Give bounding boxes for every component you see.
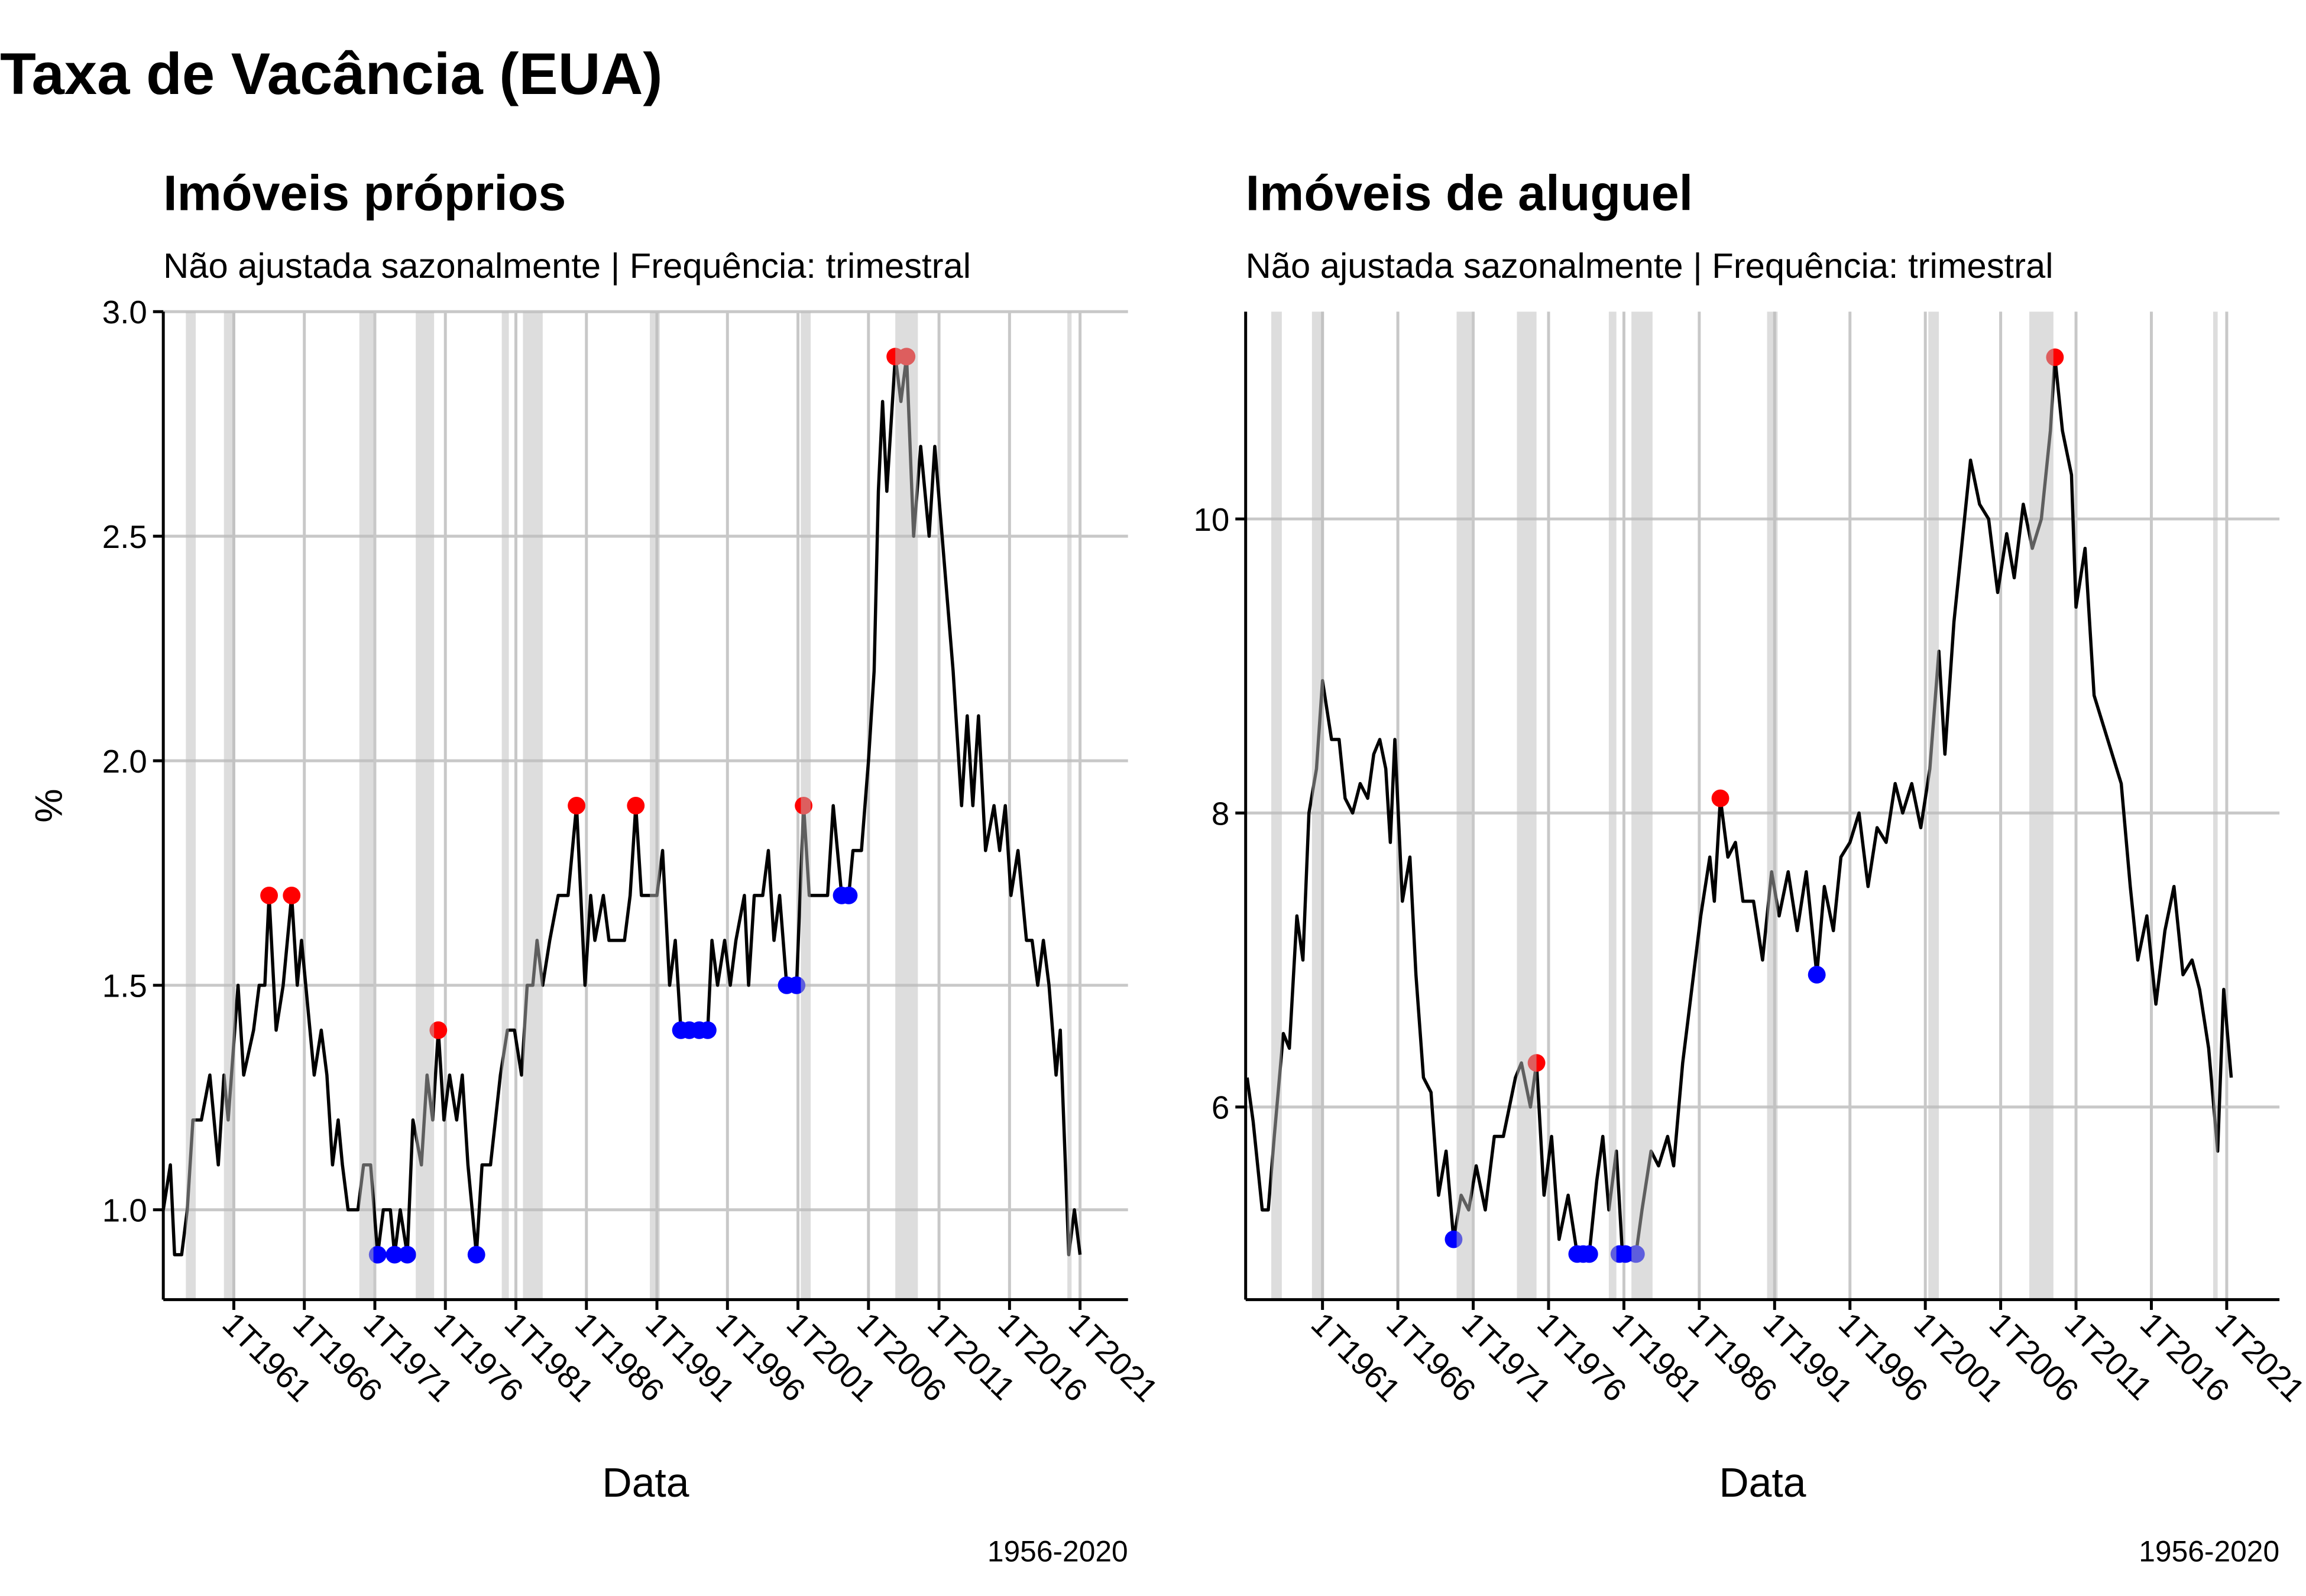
- trough-dot: [386, 1245, 404, 1264]
- panel-subtitle: Não ajustada sazonalmente | Frequência: …: [163, 246, 971, 286]
- figure-title: Taxa de Vacância (EUA): [0, 41, 662, 107]
- panel-title: Imóveis de aluguel: [1246, 165, 1693, 221]
- y-tick-label: 10: [1193, 501, 1229, 538]
- recession-band: [895, 312, 918, 1300]
- series-line: [161, 355, 1082, 1257]
- recession-band: [186, 312, 196, 1300]
- peak-dot: [283, 886, 301, 904]
- recession-band: [650, 312, 660, 1300]
- x-axis-title: Data: [1719, 1459, 1806, 1506]
- y-tick-label: 2.5: [102, 518, 147, 555]
- recession-band: [224, 312, 235, 1300]
- y-axis-title: %: [27, 789, 70, 823]
- recession-band: [1631, 312, 1653, 1300]
- recession-band: [1517, 312, 1537, 1300]
- recession-band: [1608, 312, 1617, 1300]
- trough-dot: [1808, 966, 1826, 984]
- caption: 1956-2020: [2139, 1535, 2279, 1568]
- panel-subtitle: Não ajustada sazonalmente | Frequência: …: [1246, 246, 2054, 286]
- recession-band: [2213, 312, 2218, 1300]
- trough-dot: [398, 1245, 416, 1264]
- peak-dot: [568, 797, 585, 815]
- trough-dot: [1580, 1245, 1598, 1263]
- y-tick-label: 6: [1212, 1089, 1229, 1126]
- y-tick-label: 1.5: [102, 968, 147, 1004]
- y-tick-label: 8: [1212, 795, 1229, 832]
- recession-band: [1271, 312, 1282, 1300]
- recession-band: [416, 312, 435, 1300]
- peak-dot: [260, 886, 278, 904]
- recession-band: [359, 312, 374, 1300]
- x-axis-title: Data: [602, 1459, 689, 1506]
- peak-dot: [627, 797, 645, 815]
- recession-band: [2029, 312, 2054, 1300]
- recession-band: [1067, 312, 1072, 1300]
- recession-band: [523, 312, 543, 1300]
- trough-dot: [840, 886, 858, 904]
- recession-band: [1767, 312, 1778, 1300]
- trough-dot: [467, 1245, 485, 1264]
- recession-band: [501, 312, 509, 1300]
- panel-title: Imóveis próprios: [163, 165, 566, 221]
- recession-band: [1456, 312, 1472, 1300]
- y-tick-label: 1.0: [102, 1192, 147, 1229]
- y-tick-label: 3.0: [102, 294, 147, 330]
- caption: 1956-2020: [987, 1535, 1128, 1568]
- recession-band: [1928, 312, 1939, 1300]
- y-tick-label: 2.0: [102, 743, 147, 780]
- trough-dot: [698, 1021, 717, 1039]
- recession-band: [1311, 312, 1324, 1300]
- peak-dot: [1711, 789, 1730, 807]
- series-line: [1245, 355, 2233, 1256]
- recession-band: [801, 312, 811, 1300]
